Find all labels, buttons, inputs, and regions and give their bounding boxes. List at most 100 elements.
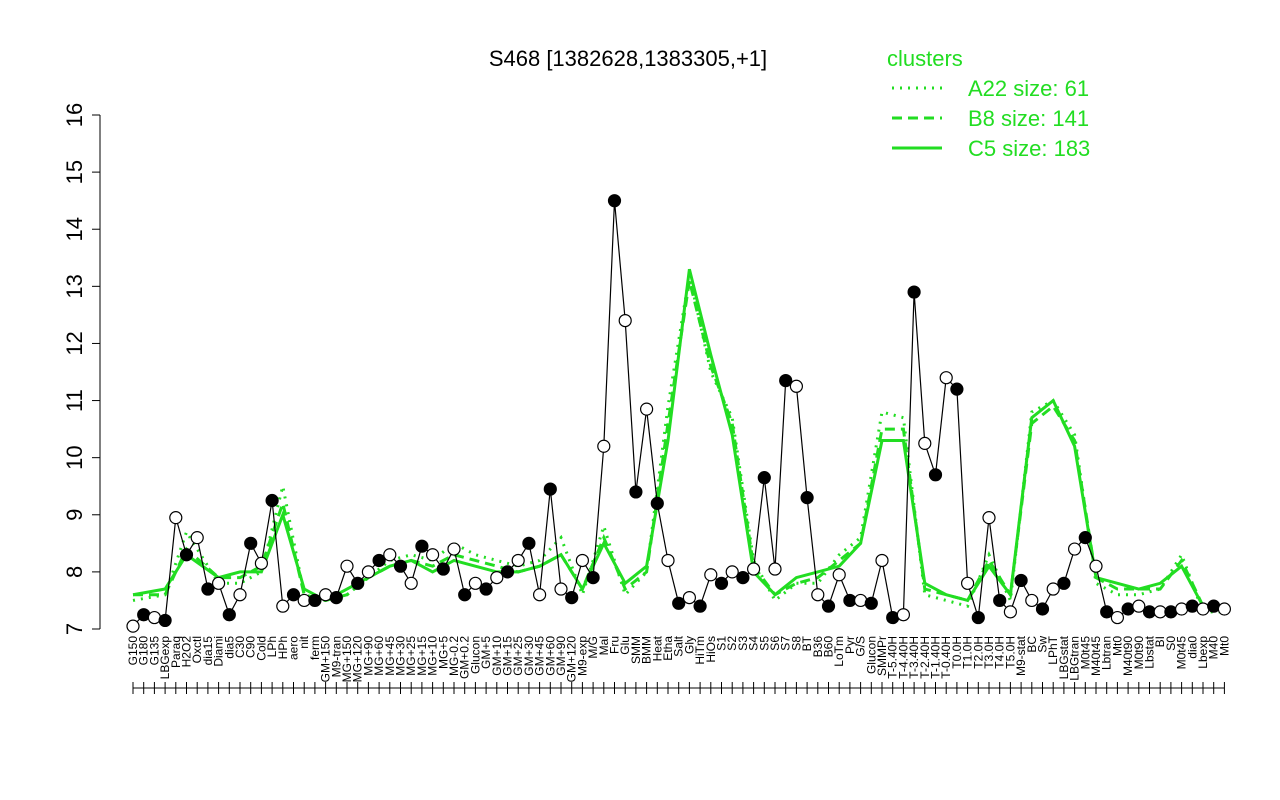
data-point [1035, 602, 1050, 616]
x-tick-label: GM+60 [543, 636, 557, 676]
x-tick-label: GM+30 [522, 636, 536, 676]
chart-title: S468 [1382628,1383305,+1] [489, 46, 767, 71]
x-tick-label: M40 [1207, 636, 1221, 660]
data-point [875, 553, 889, 568]
x-tick-label: dia0 [1185, 636, 1199, 659]
data-point [286, 588, 301, 602]
x-tick-label: S2 [725, 636, 739, 651]
x-tick-label: GM+90 [554, 636, 568, 676]
data-point [169, 511, 183, 525]
data-point [639, 402, 654, 416]
data-point [1046, 582, 1060, 596]
data-point [650, 496, 664, 510]
x-tick-label: LPh [265, 636, 279, 657]
data-point [950, 382, 964, 396]
y-tick-label: 14 [62, 217, 87, 241]
data-point [254, 556, 268, 570]
data-point [1100, 605, 1114, 619]
x-tick-label: M40t45 [1089, 636, 1103, 676]
x-tick-label: LBGstat [1057, 635, 1071, 679]
x-tick-label: T0.0H [950, 636, 964, 669]
series-lines [132, 200, 1225, 627]
data-point [1132, 599, 1146, 613]
data-point [490, 570, 504, 585]
x-tick-label: T-3.40H [907, 636, 921, 679]
x-tick-label: dia15 [201, 636, 215, 666]
data-point [179, 548, 194, 562]
x-tick-label: T-2.40H [918, 636, 932, 679]
x-tick-label: LoTm [832, 636, 846, 667]
y-tick-label: 12 [62, 331, 87, 355]
x-tick-label: GM+45 [533, 636, 547, 676]
x-tick-label: T1.0H [961, 636, 975, 669]
x-tick-label: aero [287, 636, 301, 660]
x-tick-label: M0t90 [1132, 636, 1146, 670]
x-tick-label: nit [297, 635, 311, 648]
x-tick-label: Glu [618, 636, 632, 655]
x-tick-label: GM+150 [319, 636, 333, 683]
x-tick-label: Cold [254, 636, 268, 661]
x-tick-label: S8 [789, 636, 803, 651]
data-point [1089, 559, 1103, 573]
data-point [383, 548, 397, 562]
data-point [522, 536, 536, 550]
x-tick-label: GM+25 [511, 636, 525, 676]
x-tick-label: T-0.40H [939, 636, 953, 679]
data-point [415, 539, 429, 553]
data-point [1110, 610, 1125, 625]
data-points [126, 194, 1232, 633]
x-tick-label: BMM [640, 636, 654, 664]
data-point [811, 588, 825, 602]
x-tick-label: G150 [126, 636, 140, 666]
x-tick-label: MG+60 [372, 636, 386, 676]
data-point [939, 371, 953, 385]
x-tick-label: MG+30 [394, 636, 408, 676]
data-point [500, 565, 515, 579]
data-point [404, 576, 418, 590]
data-point [190, 531, 204, 545]
x-tick-label: S5 [757, 636, 771, 651]
x-tick-label: HPh [276, 636, 290, 659]
data-point [907, 285, 921, 299]
data-point [372, 553, 386, 568]
x-tick-label: SMM [629, 636, 643, 664]
y-tick-label: 7 [62, 623, 87, 635]
data-point [704, 568, 718, 582]
x-tick-label: HiOs [704, 636, 718, 663]
x-tick-label: MG+15 [415, 636, 429, 676]
data-point [618, 314, 632, 328]
data-point [426, 548, 440, 562]
x-tick-label: BC [1025, 636, 1039, 653]
x-tick-label: Glucon [864, 636, 878, 674]
data-point [832, 568, 846, 582]
x-tick-label: H2O2 [180, 636, 194, 668]
x-tick-label: Oxctl [190, 636, 204, 663]
x-tick-label: BI [1153, 636, 1167, 647]
data-point [821, 599, 836, 613]
x-tick-label: T4.0H [993, 636, 1007, 669]
data-point [1067, 542, 1082, 556]
x-tick-label: Salt [672, 635, 686, 656]
data-point [233, 588, 247, 602]
data-point [351, 576, 365, 590]
b8-series-line [133, 280, 1225, 608]
data-point [575, 553, 590, 568]
x-tick-label: MG+120 [351, 636, 365, 683]
data-point [1078, 531, 1092, 545]
data-point [565, 590, 579, 605]
data-point [757, 471, 771, 485]
data-point [361, 565, 375, 579]
data-point [458, 588, 472, 602]
data-point [746, 562, 761, 576]
data-point [1174, 602, 1189, 616]
x-tick-label: M9-tran [329, 636, 343, 677]
data-point [896, 608, 911, 622]
data-point [586, 570, 600, 585]
data-point [137, 608, 151, 622]
x-tick-label: S7 [779, 636, 793, 651]
data-point [447, 542, 461, 556]
x-tick-label: Mt0 [1217, 636, 1231, 656]
data-point [629, 485, 643, 499]
data-point [1164, 605, 1178, 619]
data-point [1014, 573, 1028, 588]
